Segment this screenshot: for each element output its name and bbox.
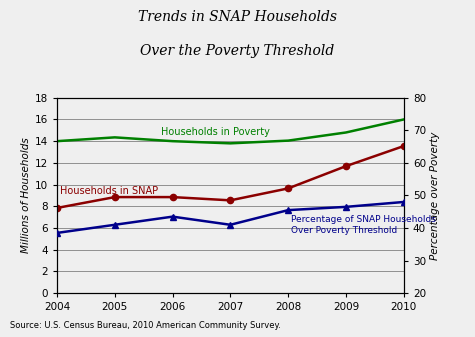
Text: Trends in SNAP Households: Trends in SNAP Households [138, 10, 337, 24]
Text: Over the Poverty Threshold: Over the Poverty Threshold [141, 44, 334, 58]
Y-axis label: Percentage over Poverty: Percentage over Poverty [430, 131, 440, 259]
Y-axis label: Millions of Households: Millions of Households [20, 137, 30, 253]
Text: Households in SNAP: Households in SNAP [60, 186, 158, 196]
Text: Percentage of SNAP Households
Over Poverty Threshold: Percentage of SNAP Households Over Pover… [291, 215, 436, 235]
Text: Households in Poverty: Households in Poverty [161, 127, 270, 136]
Text: Source: U.S. Census Bureau, 2010 American Community Survey.: Source: U.S. Census Bureau, 2010 America… [10, 321, 280, 330]
